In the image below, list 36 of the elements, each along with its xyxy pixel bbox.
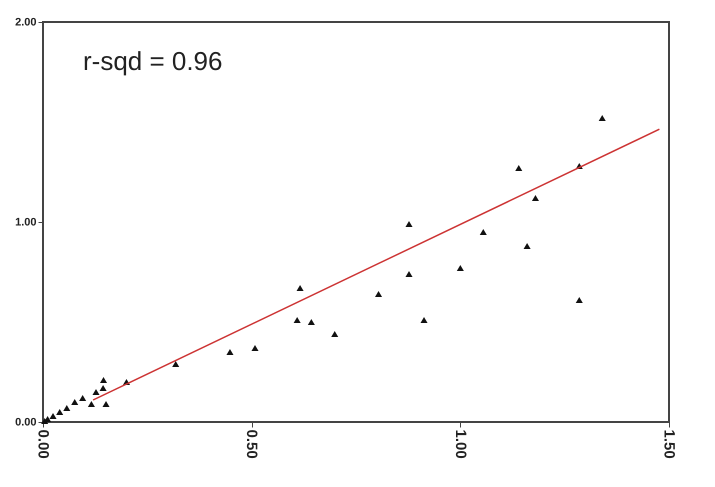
point	[375, 290, 382, 298]
point	[251, 344, 259, 352]
point	[331, 330, 338, 338]
point	[100, 376, 108, 384]
x-tick-label: 1.00	[452, 430, 469, 459]
point	[88, 400, 95, 408]
point	[420, 316, 428, 324]
point	[71, 398, 78, 406]
y-tick-label: 1.00	[15, 216, 36, 228]
point	[56, 408, 64, 416]
point	[172, 360, 180, 368]
point	[480, 228, 487, 236]
y-tick-label: 0.00	[15, 416, 36, 428]
point	[456, 264, 464, 272]
point	[515, 164, 522, 172]
point	[308, 318, 315, 326]
point	[226, 348, 234, 356]
point	[598, 114, 606, 122]
annotation: r-sqd = 0.96	[83, 46, 222, 76]
x-tick-label: 0.50	[243, 430, 260, 459]
point	[405, 220, 413, 228]
point	[532, 194, 539, 202]
point	[63, 404, 70, 412]
y-tick-label: 2.00	[15, 16, 36, 28]
point	[41, 418, 48, 424]
point	[102, 400, 110, 408]
point	[296, 284, 304, 292]
point	[524, 242, 531, 250]
point	[92, 388, 100, 396]
point	[576, 296, 583, 304]
point	[49, 412, 57, 420]
x-tick-label: 1.50	[660, 430, 678, 459]
point	[294, 316, 301, 324]
point	[405, 270, 413, 278]
point	[79, 394, 86, 402]
point	[100, 384, 107, 392]
